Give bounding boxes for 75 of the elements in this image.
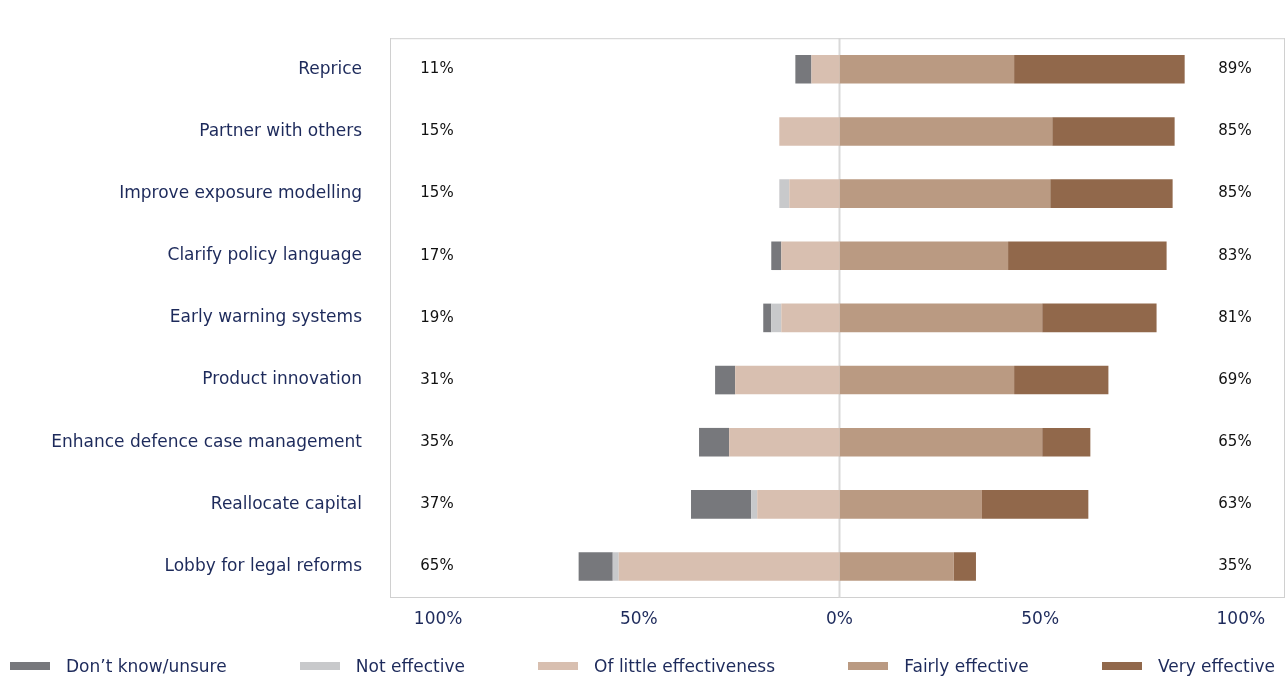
bar [795, 54, 812, 84]
y-tick-label: Clarify policy language [167, 244, 362, 265]
y-tick-label: Partner with others [199, 119, 363, 140]
bar [779, 179, 790, 208]
bar [781, 241, 840, 271]
bar [779, 117, 840, 146]
bar [691, 490, 752, 519]
annotation: 85% [1218, 183, 1252, 202]
bar [839, 241, 1009, 271]
annotation: 15% [420, 121, 454, 140]
y-tick-label: Improve exposure modelling [119, 182, 362, 203]
annotation: 81% [1218, 307, 1252, 326]
bar [811, 54, 840, 84]
annotation: 15% [420, 183, 454, 202]
bar [789, 179, 840, 208]
legend-label: Of little effectiveness [594, 656, 776, 676]
bar [981, 490, 1089, 519]
bar [771, 303, 782, 333]
x-tick-label: 50% [1021, 608, 1060, 629]
y-tick-label: Enhance defence case management [51, 430, 363, 451]
bar [578, 552, 613, 581]
y-tick-label: Product innovation [202, 368, 362, 389]
bar [1050, 179, 1173, 208]
bar [757, 490, 840, 519]
bar [612, 552, 619, 581]
x-tick-label: 100% [1216, 608, 1266, 629]
bar [839, 552, 954, 581]
bar [1008, 241, 1167, 271]
bar [771, 241, 782, 271]
annotation: 35% [420, 432, 454, 451]
annotation: 69% [1218, 369, 1252, 388]
annotation: 11% [420, 59, 454, 78]
annotation: 37% [420, 494, 454, 513]
x-tick-label: 50% [619, 608, 658, 629]
annotation: 19% [420, 307, 454, 326]
bar [735, 365, 840, 395]
annotation: 31% [420, 369, 454, 388]
bar [1042, 303, 1157, 333]
annotation: 35% [1218, 556, 1252, 575]
annotation: 83% [1218, 245, 1252, 264]
y-tick-label: Reprice [298, 57, 362, 78]
legend-label: Fairly effective [904, 656, 1029, 676]
bar [1014, 365, 1109, 395]
bar [1052, 117, 1175, 146]
bar [729, 427, 840, 457]
annotation: 17% [420, 245, 454, 264]
bar [781, 303, 840, 333]
x-tick-label: 0% [826, 608, 853, 629]
bar [839, 365, 1015, 395]
legend-label: Very effective [1157, 656, 1275, 676]
legend-label: Not effective [355, 656, 465, 676]
bar [1042, 427, 1091, 457]
bar [839, 303, 1043, 333]
y-tick-label: Lobby for legal reforms [164, 554, 363, 575]
bar [839, 54, 1015, 84]
annotation: 65% [1218, 432, 1252, 451]
bar [763, 303, 772, 333]
y-tick-label: Reallocate capital [210, 492, 362, 513]
bar [1014, 54, 1185, 84]
x-tick-label: 100% [413, 608, 463, 629]
annotation: 85% [1218, 121, 1252, 140]
annotation: 63% [1218, 494, 1252, 513]
annotation: 89% [1218, 59, 1252, 78]
bar [699, 427, 730, 457]
legend-label: Don’t know/unsure [66, 656, 227, 676]
bar [751, 490, 758, 519]
bar [618, 552, 840, 581]
bar [839, 427, 1043, 457]
bar [839, 490, 982, 519]
bar [839, 117, 1053, 146]
y-tick-label: Early warning systems [169, 306, 363, 327]
bar [953, 552, 976, 581]
bar [715, 365, 736, 395]
bar [839, 179, 1051, 208]
annotation: 65% [420, 556, 454, 575]
